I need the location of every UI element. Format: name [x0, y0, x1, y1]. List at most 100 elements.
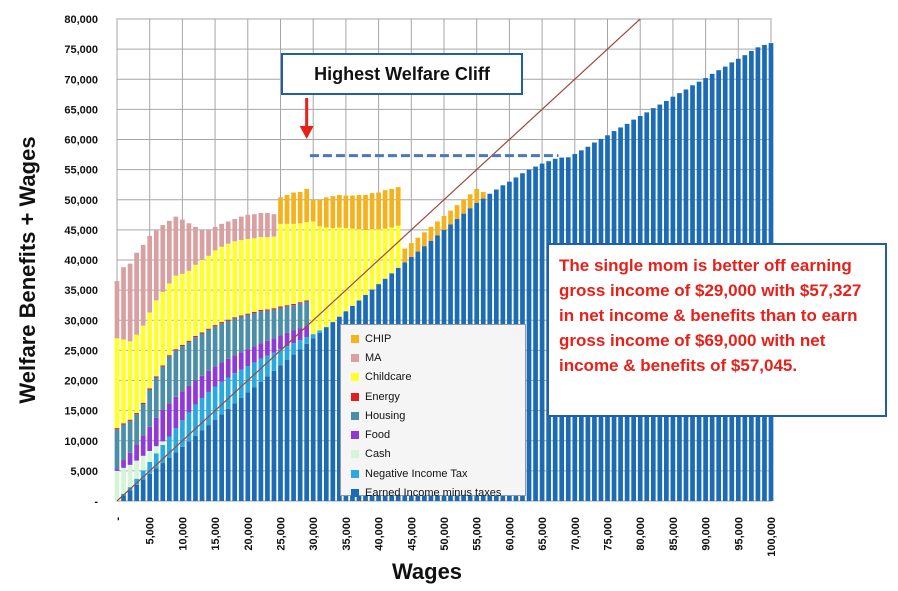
bar-segment: [134, 334, 139, 414]
bar-segment: [173, 396, 179, 429]
bar-segment: [291, 330, 296, 344]
bar-segment: [265, 309, 270, 311]
bar-segment: [251, 311, 257, 314]
bar-segment: [186, 385, 192, 413]
bar-segment: [153, 377, 159, 418]
bar-segment: [271, 309, 277, 339]
bar-segment: [291, 303, 296, 306]
legend: CHIP MA Childcare Energy Housing Food Cash Nega…: [340, 324, 526, 500]
bar-segment: [166, 355, 172, 357]
bar-segment: [121, 424, 126, 461]
bar-segment: [134, 252, 139, 335]
bar-segment: [258, 358, 264, 382]
bar-segment: [317, 330, 323, 333]
bar-segment: [199, 260, 205, 333]
bar-segment: [180, 446, 185, 501]
legend-swatch: [351, 469, 359, 478]
bar-segment: [153, 446, 159, 454]
bar-segment: [304, 337, 310, 344]
bar-segment: [271, 214, 277, 237]
bar-segment: [245, 313, 251, 315]
bar-segment: [121, 339, 126, 424]
bar-segment: [127, 341, 133, 420]
bar-segment: [127, 420, 133, 453]
bar-segment: [238, 369, 244, 398]
legend-swatch: [351, 353, 359, 362]
bar-segment: [160, 410, 166, 442]
bar-segment: [317, 226, 323, 331]
bar-segment: [160, 365, 166, 367]
legend-swatch: [351, 450, 359, 459]
bar-segment: [454, 205, 460, 220]
bar-segment: [284, 194, 290, 224]
bar-segment: [180, 391, 185, 421]
bar-segment: [147, 461, 153, 474]
bar-segment: [441, 216, 447, 230]
bar-segment: [166, 436, 172, 458]
bar-segment: [180, 344, 185, 347]
legend-item: Housing: [351, 406, 525, 425]
bar-segment: [245, 366, 251, 393]
x-tick-label: 75,000: [603, 517, 615, 551]
bar-segment: [114, 338, 120, 429]
bar-segment: [147, 388, 153, 390]
legend-item: Negative Income Tax: [351, 464, 525, 483]
bar-segment: [199, 375, 205, 398]
bar-segment: [153, 376, 159, 378]
bar-segment: [271, 236, 277, 309]
y-tick-label: 20,000: [64, 376, 98, 388]
bar-segment: [376, 229, 381, 285]
bar-segment: [173, 349, 179, 351]
bar-segment: [291, 192, 296, 224]
bar-segment: [350, 195, 355, 229]
bar-segment: [232, 403, 238, 501]
bar-segment: [317, 332, 323, 501]
bar-segment: [160, 444, 166, 464]
y-tick-label: 15,000: [64, 406, 98, 418]
y-tick-label: 65,000: [64, 104, 98, 116]
legend-swatch: [351, 431, 359, 440]
bar-segment: [350, 228, 355, 306]
bar-segment: [238, 315, 244, 317]
bar-segment: [199, 333, 205, 376]
bar-segment: [225, 319, 231, 321]
x-axis-title: Wages: [391, 559, 463, 584]
legend-label: Cash: [365, 448, 391, 461]
legend-label: CHIP: [365, 332, 392, 345]
bar-segment: [147, 235, 153, 313]
bar-segment: [278, 335, 283, 350]
x-tick-label: 90,000: [701, 517, 713, 551]
legend-label: Earned Income minus taxes: [365, 487, 502, 500]
legend-swatch: [351, 334, 359, 343]
bar-segment: [310, 199, 316, 222]
bar-segment: [258, 310, 264, 312]
bar-segment: [199, 430, 205, 501]
bar-segment: [304, 301, 310, 326]
bar-segment: [271, 370, 277, 501]
note-callout: The single mom is better off earning gro…: [547, 243, 887, 417]
overlays: [116, 18, 641, 502]
bar-segment: [206, 391, 211, 426]
bar-segment: [219, 223, 224, 247]
bar-segment: [153, 300, 159, 377]
bar-segment: [251, 346, 257, 363]
bar-segment: [284, 332, 290, 347]
bar-segment: [238, 397, 244, 501]
y-tick-label: 35,000: [64, 285, 98, 297]
bar-segment: [539, 163, 545, 501]
x-tick-label: 85,000: [668, 517, 680, 551]
bar-segment: [265, 213, 270, 238]
x-tick-label: 20,000: [243, 517, 255, 551]
bar-segment: [140, 402, 146, 404]
bar-segment: [232, 317, 238, 319]
bar-segment: [173, 350, 179, 397]
x-tick-label: 55,000: [472, 517, 484, 551]
bar-segment: [304, 325, 310, 338]
bar-segment: [193, 435, 198, 501]
bar-segment: [173, 428, 179, 453]
bar-segment: [251, 387, 257, 501]
bar-segment: [147, 312, 153, 389]
x-tick-label: 40,000: [374, 517, 386, 551]
bar-segment: [193, 404, 198, 436]
bar-segment: [147, 450, 153, 462]
